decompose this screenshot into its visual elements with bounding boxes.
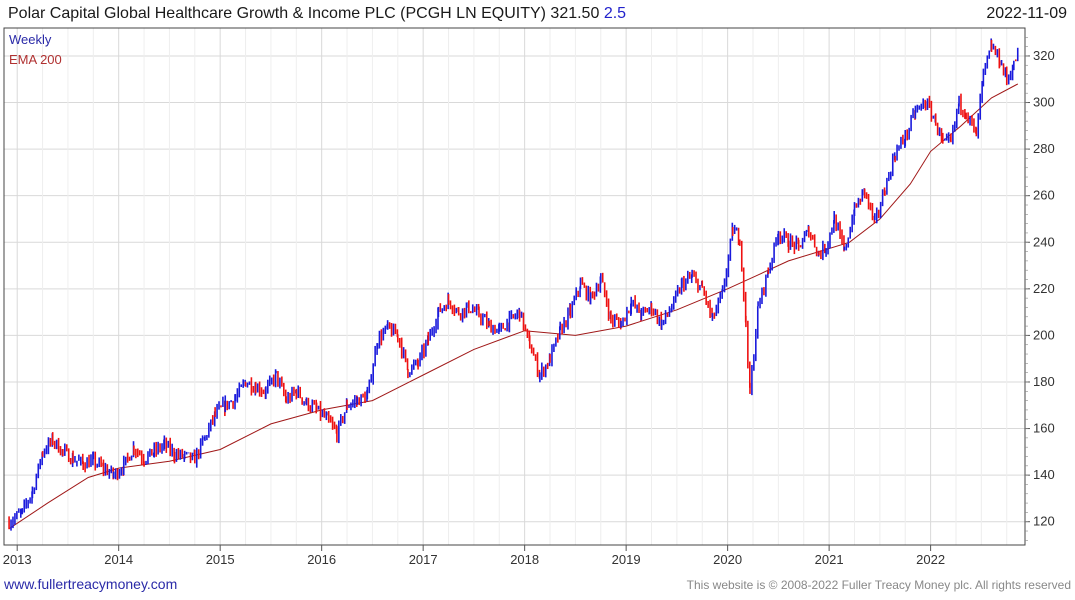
grid <box>4 28 1025 545</box>
footer-copyright: This website is © 2008-2022 Fuller Treac… <box>686 578 1071 592</box>
x-tick-label: 2017 <box>409 552 438 567</box>
footer-site-link[interactable]: www.fullertreacymoney.com <box>4 576 178 592</box>
y-tick-label: 180 <box>1033 374 1055 389</box>
y-tick-label: 200 <box>1033 327 1055 342</box>
price-change: 2.5 <box>603 5 627 22</box>
y-tick-label: 220 <box>1033 281 1055 296</box>
ema-series <box>8 83 1019 530</box>
price-bars <box>8 38 1019 531</box>
x-tick-label: 2014 <box>104 552 133 567</box>
y-axis: 120 140 160 180 200 220 240 260 280 300 320 <box>1025 37 1055 541</box>
y-tick-label: 260 <box>1033 188 1055 203</box>
x-tick-label: 2015 <box>206 552 235 567</box>
y-tick-label: 280 <box>1033 141 1055 156</box>
y-tick-label: 300 <box>1033 95 1055 110</box>
x-tick-label: 2013 <box>3 552 32 567</box>
x-tick-label: 2022 <box>916 552 945 567</box>
x-tick-label: 2021 <box>815 552 844 567</box>
y-tick-label: 140 <box>1033 467 1055 482</box>
x-tick-label: 2019 <box>612 552 641 567</box>
y-tick-label: 320 <box>1033 48 1055 63</box>
x-tick-label: 2016 <box>307 552 336 567</box>
legend-weekly: Weekly <box>9 32 52 47</box>
chart-date: 2022-11-09 <box>986 5 1067 22</box>
x-tick-label: 2020 <box>713 552 742 567</box>
y-tick-label: 160 <box>1033 421 1055 436</box>
plot-border <box>3 27 1026 546</box>
x-axis: 2013 2014 2015 2016 2017 2018 2019 2020 2021 2022 <box>3 545 945 567</box>
plot-frame <box>3 27 1026 546</box>
y-tick-label: 240 <box>1033 234 1055 249</box>
title-text: Polar Capital Global Healthcare Growth &… <box>8 5 600 22</box>
x-tick-label: 2018 <box>510 552 539 567</box>
legend-ema: EMA 200 <box>9 52 62 67</box>
ema-line <box>8 83 1019 530</box>
y-tick-label: 120 <box>1033 514 1055 529</box>
chart-title: Polar Capital Global Healthcare Growth &… <box>8 5 626 23</box>
